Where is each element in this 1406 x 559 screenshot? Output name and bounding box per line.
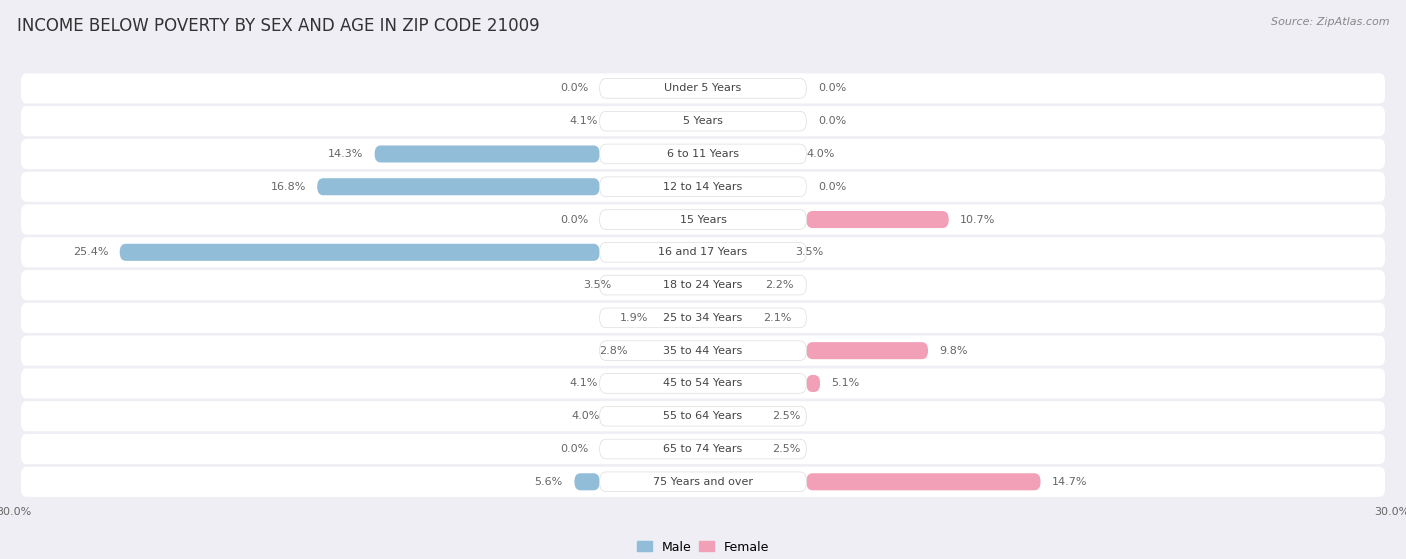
Text: 10.7%: 10.7% <box>960 215 995 225</box>
FancyBboxPatch shape <box>21 335 1385 366</box>
Text: 18 to 24 Years: 18 to 24 Years <box>664 280 742 290</box>
FancyBboxPatch shape <box>21 270 1385 300</box>
Text: 3.5%: 3.5% <box>794 247 823 257</box>
Text: 6 to 11 Years: 6 to 11 Years <box>666 149 740 159</box>
Text: 14.3%: 14.3% <box>328 149 363 159</box>
Text: 65 to 74 Years: 65 to 74 Years <box>664 444 742 454</box>
Text: 0.0%: 0.0% <box>818 83 846 93</box>
FancyBboxPatch shape <box>21 237 1385 267</box>
FancyBboxPatch shape <box>374 145 599 163</box>
FancyBboxPatch shape <box>21 467 1385 497</box>
FancyBboxPatch shape <box>599 210 807 229</box>
FancyBboxPatch shape <box>318 178 599 195</box>
FancyBboxPatch shape <box>575 473 599 490</box>
Text: 4.0%: 4.0% <box>807 149 835 159</box>
Text: 2.5%: 2.5% <box>772 411 800 421</box>
Text: 0.0%: 0.0% <box>560 215 588 225</box>
Text: 2.5%: 2.5% <box>772 444 800 454</box>
FancyBboxPatch shape <box>599 439 807 459</box>
FancyBboxPatch shape <box>599 373 807 394</box>
Text: 4.1%: 4.1% <box>569 378 598 389</box>
Text: 0.0%: 0.0% <box>818 182 846 192</box>
FancyBboxPatch shape <box>807 211 949 228</box>
FancyBboxPatch shape <box>599 275 807 295</box>
Text: 55 to 64 Years: 55 to 64 Years <box>664 411 742 421</box>
FancyBboxPatch shape <box>21 139 1385 169</box>
Text: 12 to 14 Years: 12 to 14 Years <box>664 182 742 192</box>
Text: 25 to 34 Years: 25 to 34 Years <box>664 313 742 323</box>
Text: 2.1%: 2.1% <box>762 313 792 323</box>
FancyBboxPatch shape <box>21 205 1385 235</box>
Text: 35 to 44 Years: 35 to 44 Years <box>664 345 742 356</box>
Text: 4.0%: 4.0% <box>571 411 599 421</box>
FancyBboxPatch shape <box>599 472 807 491</box>
Text: INCOME BELOW POVERTY BY SEX AND AGE IN ZIP CODE 21009: INCOME BELOW POVERTY BY SEX AND AGE IN Z… <box>17 17 540 35</box>
Text: Source: ZipAtlas.com: Source: ZipAtlas.com <box>1271 17 1389 27</box>
Text: 0.0%: 0.0% <box>818 116 846 126</box>
FancyBboxPatch shape <box>21 172 1385 202</box>
FancyBboxPatch shape <box>599 111 807 131</box>
Text: 25.4%: 25.4% <box>73 247 108 257</box>
FancyBboxPatch shape <box>21 303 1385 333</box>
Text: 14.7%: 14.7% <box>1052 477 1088 487</box>
Text: Under 5 Years: Under 5 Years <box>665 83 741 93</box>
Text: 15 Years: 15 Years <box>679 215 727 225</box>
FancyBboxPatch shape <box>599 341 807 361</box>
FancyBboxPatch shape <box>120 244 599 261</box>
Text: 45 to 54 Years: 45 to 54 Years <box>664 378 742 389</box>
Text: 75 Years and over: 75 Years and over <box>652 477 754 487</box>
Text: 5.1%: 5.1% <box>831 378 860 389</box>
FancyBboxPatch shape <box>599 243 807 262</box>
FancyBboxPatch shape <box>21 368 1385 399</box>
FancyBboxPatch shape <box>21 73 1385 103</box>
Text: 3.5%: 3.5% <box>583 280 612 290</box>
Text: 4.1%: 4.1% <box>569 116 598 126</box>
Text: 0.0%: 0.0% <box>560 444 588 454</box>
FancyBboxPatch shape <box>599 144 807 164</box>
FancyBboxPatch shape <box>807 375 820 392</box>
Text: 1.9%: 1.9% <box>620 313 648 323</box>
FancyBboxPatch shape <box>599 308 807 328</box>
Text: 0.0%: 0.0% <box>560 83 588 93</box>
FancyBboxPatch shape <box>807 473 1040 490</box>
FancyBboxPatch shape <box>599 79 807 98</box>
FancyBboxPatch shape <box>599 406 807 426</box>
Text: 5 Years: 5 Years <box>683 116 723 126</box>
Text: 16.8%: 16.8% <box>270 182 305 192</box>
FancyBboxPatch shape <box>599 177 807 197</box>
FancyBboxPatch shape <box>21 434 1385 464</box>
FancyBboxPatch shape <box>807 342 928 359</box>
Text: 2.8%: 2.8% <box>599 345 627 356</box>
FancyBboxPatch shape <box>21 401 1385 432</box>
Text: 16 and 17 Years: 16 and 17 Years <box>658 247 748 257</box>
Text: 2.2%: 2.2% <box>765 280 793 290</box>
FancyBboxPatch shape <box>21 106 1385 136</box>
Text: 5.6%: 5.6% <box>534 477 562 487</box>
Legend: Male, Female: Male, Female <box>637 541 769 553</box>
Text: 9.8%: 9.8% <box>939 345 969 356</box>
